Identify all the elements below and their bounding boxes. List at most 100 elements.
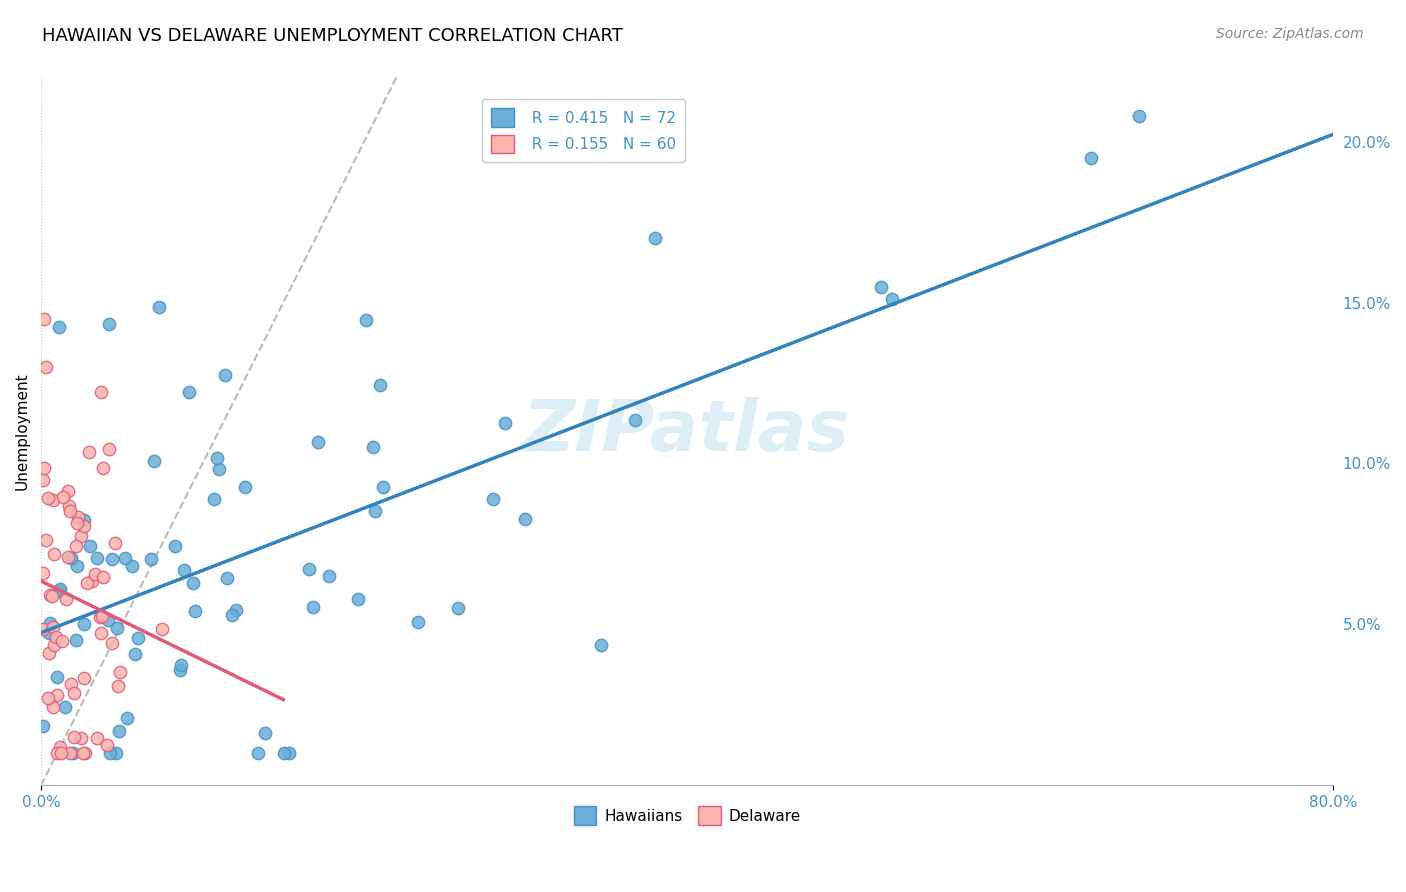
Hawaiians <box>73 616 96 631</box>
Delaware <box>59 504 82 518</box>
Delaware <box>107 679 129 693</box>
Hawaiians <box>207 450 229 465</box>
Delaware <box>86 731 108 745</box>
Hawaiians <box>148 300 170 314</box>
Delaware <box>42 620 65 634</box>
Delaware <box>150 622 173 636</box>
Hawaiians <box>273 746 295 760</box>
Hawaiians <box>79 540 101 554</box>
Hawaiians <box>202 491 225 506</box>
Delaware <box>45 746 67 760</box>
Hawaiians <box>882 293 904 307</box>
Delaware <box>89 610 111 624</box>
Hawaiians <box>173 563 195 577</box>
Delaware <box>100 635 122 649</box>
Hawaiians <box>53 700 76 714</box>
Hawaiians <box>214 368 236 383</box>
Hawaiians <box>515 512 537 526</box>
Hawaiians <box>307 434 329 449</box>
Hawaiians <box>124 647 146 661</box>
Delaware <box>98 442 121 456</box>
Delaware <box>65 539 87 553</box>
Delaware <box>37 491 59 505</box>
Delaware <box>90 384 112 399</box>
Delaware <box>37 691 59 706</box>
Hawaiians <box>354 313 377 327</box>
Delaware <box>66 509 89 524</box>
Delaware <box>38 588 60 602</box>
Delaware <box>31 473 53 487</box>
Delaware <box>58 550 80 565</box>
Delaware <box>49 739 72 754</box>
Hawaiians <box>108 723 131 738</box>
Hawaiians <box>49 582 72 596</box>
Text: Source: ZipAtlas.com: Source: ZipAtlas.com <box>1216 27 1364 41</box>
Hawaiians <box>163 539 186 553</box>
Text: ZIPatlas: ZIPatlas <box>523 397 851 466</box>
Hawaiians <box>107 621 129 635</box>
Hawaiians <box>184 604 207 618</box>
Hawaiians <box>406 615 429 629</box>
Delaware <box>72 746 94 760</box>
Hawaiians <box>65 633 87 648</box>
Delaware <box>42 492 65 507</box>
Delaware <box>31 566 53 580</box>
Hawaiians <box>100 551 122 566</box>
Hawaiians <box>247 746 270 760</box>
Hawaiians <box>114 551 136 566</box>
Hawaiians <box>39 615 62 630</box>
Hawaiians <box>169 658 191 673</box>
Hawaiians <box>208 462 231 476</box>
Hawaiians <box>233 480 256 494</box>
Hawaiians <box>589 639 612 653</box>
Delaware <box>41 589 63 603</box>
Delaware <box>59 677 82 691</box>
Hawaiians <box>371 480 394 494</box>
Delaware <box>58 499 80 513</box>
Hawaiians <box>221 608 243 623</box>
Delaware <box>46 688 69 702</box>
Delaware <box>76 576 98 591</box>
Delaware <box>59 746 82 760</box>
Hawaiians <box>38 625 60 640</box>
Hawaiians <box>278 746 301 760</box>
Hawaiians <box>100 746 122 760</box>
Delaware <box>35 359 58 374</box>
Hawaiians <box>86 551 108 566</box>
Delaware <box>63 730 86 744</box>
Hawaiians <box>869 279 891 293</box>
Hawaiians <box>318 568 340 582</box>
Hawaiians <box>225 603 247 617</box>
Delaware <box>77 444 100 458</box>
Y-axis label: Unemployment: Unemployment <box>15 373 30 490</box>
Delaware <box>42 638 65 652</box>
Delaware <box>35 533 58 548</box>
Delaware <box>63 686 86 700</box>
Delaware <box>90 626 112 640</box>
Delaware <box>38 646 60 660</box>
Delaware <box>56 483 79 498</box>
Hawaiians <box>447 601 470 615</box>
Delaware <box>34 311 56 326</box>
Delaware <box>72 518 94 533</box>
Hawaiians <box>624 413 647 427</box>
Hawaiians <box>298 561 321 575</box>
Hawaiians <box>31 718 53 732</box>
Hawaiians <box>1128 109 1150 123</box>
Delaware <box>83 567 105 582</box>
Delaware <box>108 665 131 679</box>
Delaware <box>42 700 65 714</box>
Delaware <box>75 746 97 760</box>
Hawaiians <box>179 385 201 400</box>
Delaware <box>51 746 73 760</box>
Delaware <box>93 570 115 584</box>
Delaware <box>31 622 53 636</box>
Hawaiians <box>46 670 69 684</box>
Text: HAWAIIAN VS DELAWARE UNEMPLOYMENT CORRELATION CHART: HAWAIIAN VS DELAWARE UNEMPLOYMENT CORREL… <box>42 27 623 45</box>
Delaware <box>42 547 65 561</box>
Delaware <box>73 671 96 685</box>
Hawaiians <box>143 454 166 468</box>
Hawaiians <box>66 558 89 573</box>
Delaware <box>91 608 114 623</box>
Delaware <box>45 630 67 644</box>
